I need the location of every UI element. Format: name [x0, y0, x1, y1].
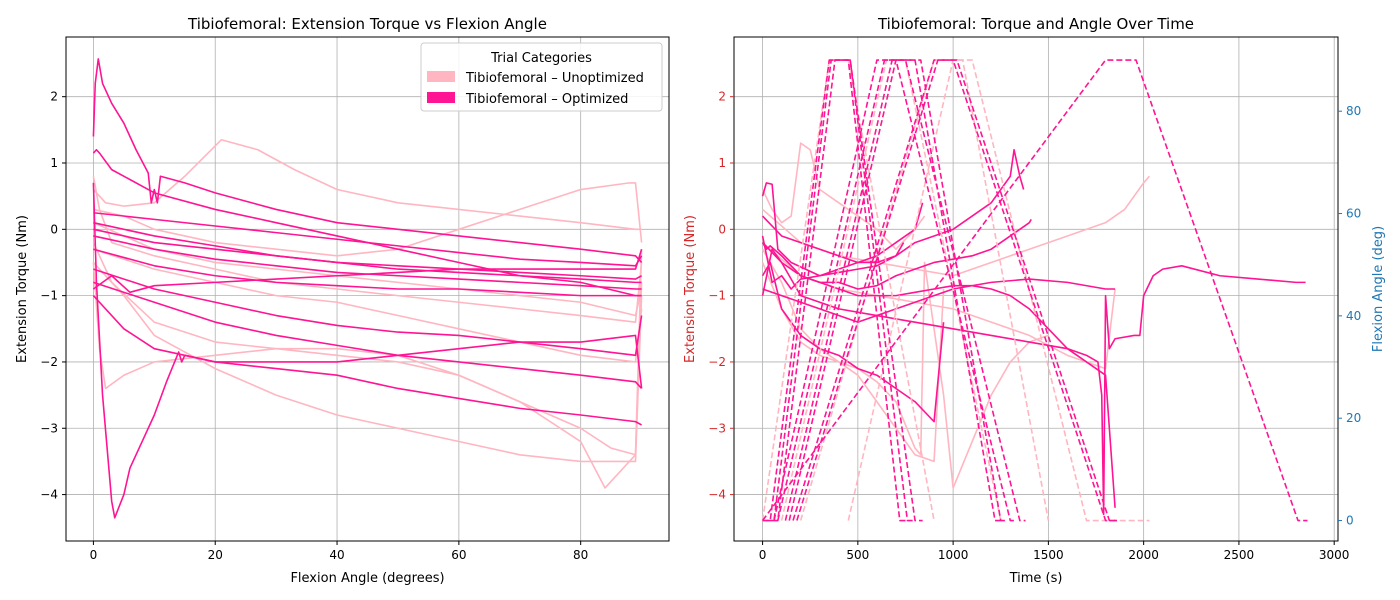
x-tick-label: 40	[329, 548, 344, 562]
right-chart-title: Tibiofemoral: Torque and Angle Over Time	[877, 15, 1194, 33]
right-y-axis-label-right: Flexion Angle (deg)	[1371, 226, 1386, 352]
legend-label-optimized: Tibiofemoral – Optimized	[465, 92, 628, 107]
torque-line-unoptimized	[92, 138, 642, 231]
y2-tick-label: 20	[1346, 411, 1361, 425]
y2-tick-label: 60	[1346, 207, 1361, 221]
torque-line-unoptimized	[92, 249, 643, 456]
y-tick-label: 0	[50, 222, 58, 236]
x-tick-label: 20	[208, 548, 223, 562]
y-tick-label: 1	[50, 156, 58, 170]
angle-line-unoptimized	[799, 59, 1050, 521]
left-gridlines	[66, 37, 669, 541]
torque-line-optimized	[93, 221, 642, 284]
torque-line-optimized	[93, 248, 642, 297]
torque-line-optimized	[92, 248, 643, 294]
x-tick-label: 3000	[1319, 548, 1350, 562]
y2-tick-label: 80	[1346, 104, 1361, 118]
panel-torque-angle-over-time: Tibiofemoral: Torque and Angle Over Time…	[683, 15, 1386, 586]
torque-line-optimized	[762, 242, 1116, 508]
torque-line-optimized	[93, 228, 642, 280]
right-plot-frame	[733, 36, 1339, 542]
angle-line-optimized	[761, 59, 1308, 522]
right-series-group	[761, 59, 1308, 522]
y-tick-label: 2	[718, 90, 726, 104]
y-tick-label: −2	[40, 355, 58, 369]
torque-line-optimized	[761, 248, 1306, 516]
torque-line-optimized	[93, 268, 643, 357]
torque-line-unoptimized	[92, 176, 643, 323]
x-tick-label: 1000	[938, 548, 969, 562]
y-tick-label: −3	[40, 421, 58, 435]
legend-title: Trial Categories	[490, 51, 592, 66]
torque-line-optimized	[93, 281, 643, 390]
torque-line-optimized	[92, 182, 643, 519]
torque-line-optimized	[761, 235, 905, 290]
right-y-axis-label-left: Extension Torque (Nm)	[683, 215, 698, 363]
left-chart-title: Tibiofemoral: Extension Torque vs Flexio…	[187, 15, 547, 33]
y-tick-label: 1	[718, 156, 726, 170]
torque-line-unoptimized	[761, 142, 926, 251]
left-plot-frame	[65, 36, 670, 542]
torque-line-optimized	[761, 218, 1032, 290]
torque-line-optimized	[92, 295, 642, 426]
left-series-group	[92, 58, 643, 519]
y-tick-label: −1	[40, 289, 58, 303]
legend-swatch-unoptimized	[427, 71, 455, 82]
left-x-axis-label: Flexion Angle (degrees)	[290, 571, 444, 586]
torque-line-unoptimized	[761, 248, 1049, 489]
right-y-ticks-right: 0 20 40 60 80	[1338, 104, 1361, 528]
y-tick-label: 2	[50, 90, 58, 104]
y-tick-label: −4	[708, 488, 726, 502]
x-tick-label: 2000	[1128, 548, 1159, 562]
torque-line-unoptimized	[92, 242, 643, 489]
x-tick-label: 0	[90, 548, 98, 562]
y-tick-label: −4	[40, 488, 58, 502]
torque-line-optimized	[92, 58, 643, 264]
torque-line-optimized	[93, 211, 643, 267]
angle-line-optimized	[773, 59, 1016, 522]
left-y-axis-label: Extension Torque (Nm)	[15, 215, 30, 363]
legend-swatch-optimized	[427, 92, 455, 103]
right-y-ticks-left: −4 −3 −2 −1 0 1 2	[708, 90, 734, 502]
angle-line-optimized	[766, 59, 916, 522]
angle-line-optimized	[792, 59, 1116, 522]
right-x-ticks: 0 500 1000 1500 2000 2500 3000	[759, 541, 1350, 562]
torque-line-unoptimized	[762, 175, 1150, 277]
y2-tick-label: 0	[1346, 514, 1354, 528]
right-x-axis-label: Time (s)	[1009, 571, 1063, 586]
torque-line-optimized	[761, 261, 945, 423]
x-tick-label: 0	[759, 548, 767, 562]
legend: Trial Categories Tibiofemoral – Unoptimi…	[420, 42, 663, 112]
torque-line-unoptimized	[93, 248, 643, 363]
left-x-ticks: 0 20 40 60 80	[90, 541, 588, 562]
x-tick-label: 80	[573, 548, 588, 562]
torque-line-optimized	[762, 278, 1116, 323]
y-tick-label: −2	[708, 355, 726, 369]
angle-line-optimized	[788, 59, 1007, 522]
y-tick-label: 0	[718, 222, 726, 236]
x-tick-label: 1500	[1033, 548, 1064, 562]
x-tick-label: 60	[451, 548, 466, 562]
left-y-ticks: −4 −3 −2 −1 0 1 2	[40, 90, 66, 502]
y-tick-label: −3	[708, 421, 726, 435]
torque-line-optimized	[92, 148, 642, 297]
y2-tick-label: 40	[1346, 309, 1361, 323]
panel-torque-vs-angle: Tibiofemoral: Extension Torque vs Flexio…	[15, 15, 670, 586]
angle-line-optimized	[796, 59, 1117, 522]
x-tick-label: 500	[846, 548, 869, 562]
torque-line-optimized	[762, 148, 1025, 264]
torque-line-unoptimized	[92, 261, 643, 463]
legend-label-unoptimized: Tibiofemoral – Unoptimized	[465, 71, 644, 86]
legend-box	[420, 42, 663, 112]
y-tick-label: −1	[708, 289, 726, 303]
torque-line-optimized	[93, 235, 642, 290]
torque-line-unoptimized	[93, 221, 643, 317]
x-tick-label: 2500	[1224, 548, 1255, 562]
